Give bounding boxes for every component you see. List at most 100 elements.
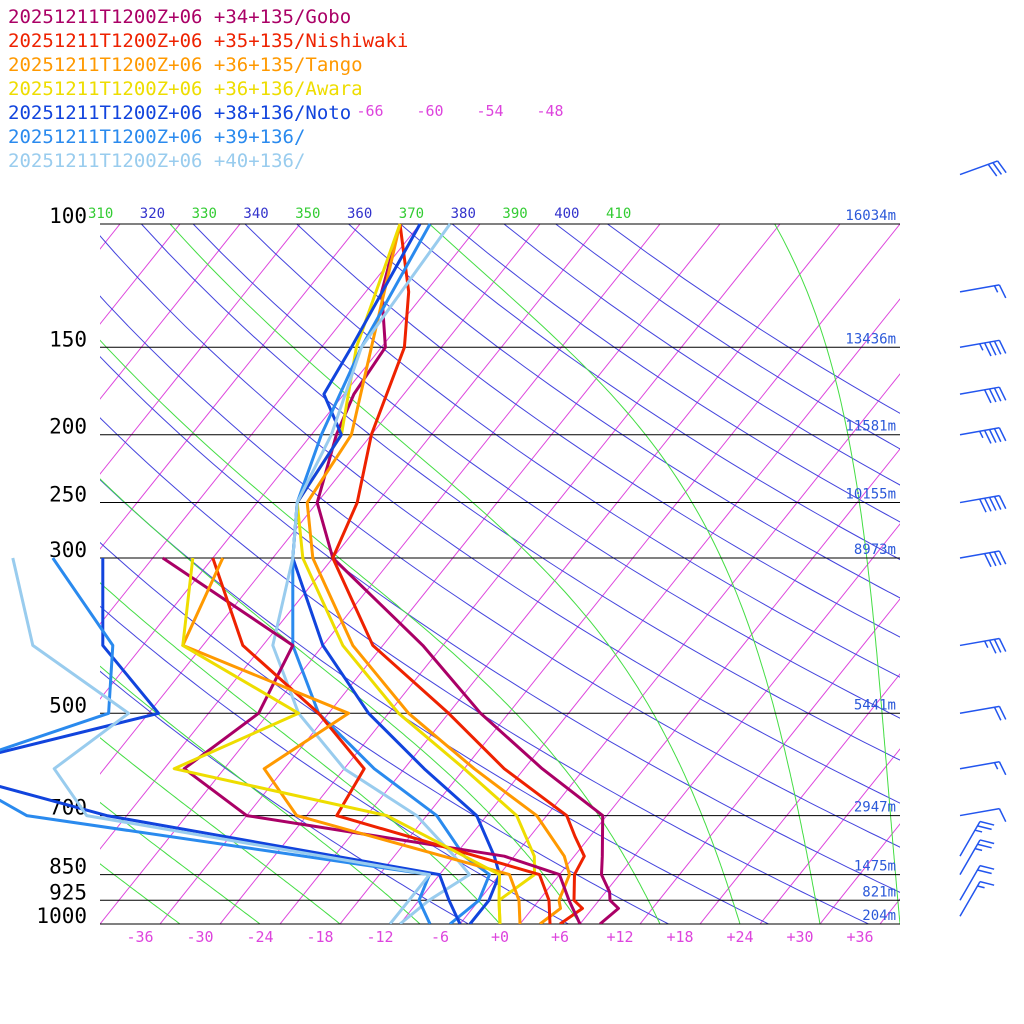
upper-temperature-label: -54 — [476, 102, 503, 120]
temperature-tick-label: -24 — [246, 928, 273, 946]
isotherm-line — [100, 224, 421, 625]
wind-barb-flag — [998, 761, 1007, 776]
axis-labels: 100 16034m 150 13436m 200 11581m 250 10155m 300 8… — [36, 102, 896, 946]
wind-barb-flag — [998, 386, 1007, 401]
wind-barb — [959, 284, 1007, 299]
wind-barb-staff — [959, 761, 1000, 770]
wind-barb-half — [974, 847, 983, 852]
wind-barb-flag — [983, 389, 992, 404]
wind-barb-flag — [979, 820, 995, 826]
wind-barb-flag — [992, 162, 1003, 175]
legend-entry: 20251211T1200Z+06 +40+136/ — [8, 150, 305, 172]
wind-barb-flag — [988, 341, 997, 356]
wind-barb-half — [993, 285, 999, 293]
wind-barb-flag — [998, 706, 1007, 720]
wind-barb — [959, 807, 1007, 823]
moist-adiabat-line — [100, 737, 341, 924]
sounding-line — [172, 557, 502, 924]
wind-barb-flag — [979, 839, 995, 845]
theta-label: 390 — [502, 206, 527, 222]
wind-barb-flag — [998, 427, 1007, 442]
isotherm-line — [699, 673, 900, 924]
moist-adiabat-line — [100, 863, 181, 924]
legend-entry: 20251211T1200Z+06 +34+135/Gobo — [8, 6, 351, 28]
wind-barb-flag — [987, 163, 998, 177]
wind-barb-flag — [988, 639, 997, 654]
wind-barb-half — [993, 762, 999, 770]
isotherm-line — [100, 224, 661, 924]
isotherm-grid — [100, 224, 900, 924]
pressure-label: 250 — [49, 483, 87, 507]
wind-barb-flag — [983, 497, 992, 512]
wind-barb-staff — [959, 637, 1000, 647]
wind-barb-flag — [988, 552, 997, 567]
height-label: 821m — [862, 884, 896, 900]
temperature-tick-label: +12 — [606, 928, 633, 946]
height-label: 8973m — [854, 542, 896, 558]
theta-label: 330 — [192, 206, 217, 222]
isotherm-line — [100, 224, 181, 325]
wind-barb-staff — [959, 550, 1000, 559]
wind-barb-half — [974, 829, 983, 833]
wind-barb — [959, 705, 1007, 721]
isotherm-line — [219, 224, 781, 924]
temperature-tick-label: -6 — [431, 928, 449, 946]
theta-label: 350 — [295, 206, 320, 222]
theta-labels: 310 320 330 340 350 360 370 380 390 400 410 — [88, 206, 631, 222]
wind-barb-flag — [993, 496, 1002, 510]
wind-barb-staff — [959, 284, 1000, 293]
wind-barb-flag — [993, 706, 1002, 721]
isotherm-line — [100, 224, 241, 400]
temperature-tick-label: -30 — [186, 928, 213, 946]
wind-barb — [959, 637, 1007, 654]
wind-barb-flag — [998, 284, 1007, 299]
wind-barb-flag — [988, 497, 997, 511]
wind-barb-staff — [959, 839, 981, 875]
temperature-tick-label: +6 — [551, 928, 569, 946]
wind-barb-staff — [959, 386, 1000, 395]
theta-label: 340 — [243, 206, 268, 222]
theta-label: 400 — [554, 206, 579, 222]
wind-barb-flag — [988, 429, 997, 443]
isotherm-line — [159, 224, 721, 924]
wind-barb-staff — [959, 881, 981, 917]
theta-label: 310 — [88, 206, 113, 222]
wind-barb-half — [977, 885, 985, 889]
wind-barb — [959, 880, 995, 917]
legend-entry: 20251211T1200Z+06 +35+135/Nishiwaki — [8, 30, 408, 52]
sounding-line — [305, 223, 571, 924]
height-label: 1475m — [854, 859, 896, 875]
legend-entry: 20251211T1200Z+06 +36+136/Awara — [8, 78, 363, 100]
moist-adiabat-line — [100, 801, 261, 924]
pressure-label: 200 — [49, 415, 87, 439]
wind-barb-staff — [959, 705, 1000, 715]
isotherm-line — [639, 598, 900, 924]
wind-barb-flag — [993, 340, 1002, 355]
wind-barb-staff — [959, 160, 998, 176]
wind-barb-flag — [998, 495, 1007, 510]
height-label: 11581m — [845, 419, 896, 435]
isotherm-line — [879, 898, 900, 924]
isotherm-line — [100, 224, 361, 550]
wind-barb-flag — [993, 639, 1002, 653]
wind-barb — [959, 339, 1007, 357]
temperature-tick-label: -36 — [126, 928, 153, 946]
upper-temperature-label: -60 — [416, 102, 443, 120]
pressure-label: 150 — [49, 327, 87, 351]
wind-barb — [959, 427, 1007, 444]
wind-barb-flag — [993, 551, 1002, 566]
moist-adiabat-line — [774, 224, 900, 924]
pressure-label: 100 — [49, 204, 87, 228]
wind-barb-flag — [977, 825, 992, 831]
wind-barb-flag — [998, 339, 1007, 354]
wind-barb-half — [983, 640, 989, 648]
wind-barb-flag — [998, 638, 1007, 652]
sounding-line — [0, 557, 432, 924]
isotherm-line — [339, 224, 900, 924]
wind-barb-half — [979, 343, 984, 351]
isotherm-line — [579, 523, 900, 924]
sounding-line — [295, 223, 536, 924]
isotherm-line — [759, 748, 900, 924]
theta-label: 410 — [606, 206, 631, 222]
